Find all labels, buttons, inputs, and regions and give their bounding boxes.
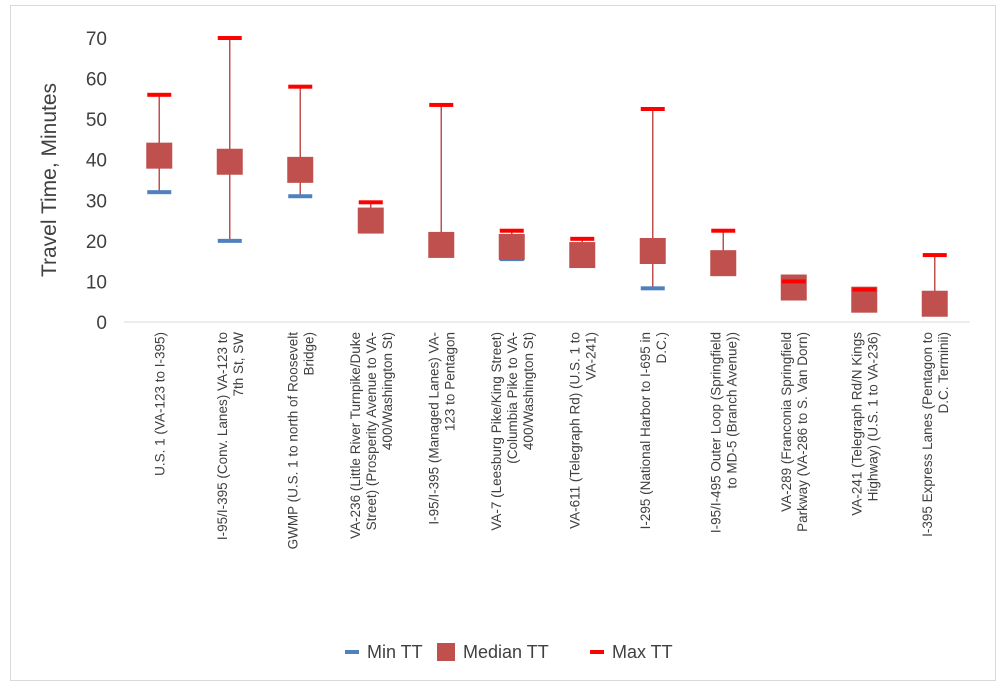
x-tick-label: VA-289 (Franconia Springfield Parkway (VA…: [779, 332, 810, 532]
x-tick-label: I-95/I-495 Outer Loop (Springfield to MD-…: [708, 332, 739, 533]
x-tick-label-line: VA-7 (Leesburg Pike/King Street): [489, 332, 504, 531]
x-axis-ticks: U.S. 1 (VA-123 to I-395) I-95/I-395 (Conv…: [152, 332, 951, 550]
x-tick-label-line: I-95/I-395 (Conv. Lanes) VA-123 to: [215, 332, 230, 540]
x-tick-label-line: I-95/I-395 (Managed Lanes) VA-: [426, 332, 441, 525]
median-tt-marker: [921, 290, 948, 317]
min-tt-marker: [288, 194, 313, 199]
x-tick-label-line: VA-241): [583, 332, 598, 381]
x-tick-label-line: (Columbia Pike to VA-: [505, 332, 520, 464]
median-tt-marker: [357, 207, 384, 234]
max-tt-marker: [781, 279, 806, 284]
median-tt-marker: [428, 231, 455, 258]
max-tt-marker: [711, 228, 736, 233]
legend-swatch: [345, 650, 359, 654]
x-tick-label-line: 123 to Pentagon: [442, 332, 457, 431]
legend-item: Min TT: [345, 642, 423, 662]
median-tt-marker: [569, 242, 596, 269]
max-tt-marker: [922, 253, 947, 258]
max-tt-marker: [640, 107, 665, 111]
x-tick-label: I-95/I-395 (Conv. Lanes) VA-123 to 7th St…: [215, 332, 246, 540]
median-tt-marker: [146, 142, 173, 169]
median-tt-marker: [780, 274, 807, 301]
data-marks: [146, 36, 948, 317]
y-tick-label: 70: [86, 29, 107, 50]
median-tt-marker: [498, 233, 525, 260]
x-tick-label: VA-241 (Telegraph Rd/N Kings Highway) (U.…: [849, 332, 880, 516]
median-tt-marker: [710, 250, 737, 277]
x-tick-label-line: Parkway (VA-286 to S. Van Dorn): [795, 332, 810, 532]
legend-item: Median TT: [437, 642, 549, 662]
x-tick-label: I-295 (National Harbor to I-695 in D.C.): [638, 332, 669, 529]
median-tt-marker: [287, 156, 314, 183]
x-tick-label-line: Bridge): [301, 332, 316, 376]
legend-swatch: [590, 650, 604, 654]
x-tick-label-line: VA-236 (Little River Turnpike/Duke: [348, 332, 363, 539]
y-tick-label: 40: [86, 151, 107, 172]
min-tt-marker: [147, 190, 172, 195]
y-tick-label: 60: [86, 70, 107, 91]
max-tt-marker: [358, 200, 383, 205]
x-tick-label-line: Street) (Prosperity Avenue to VA-: [364, 332, 379, 530]
x-tick-label-line: VA-611 (Telegraph Rd) (U.S. 1 to: [567, 332, 582, 529]
max-tt-marker: [429, 102, 454, 107]
x-tick-label-line: I-295 (National Harbor to I-695 in: [638, 332, 653, 529]
legend: Min TT Median TT Max TT: [345, 642, 673, 662]
legend-label: Median TT: [463, 642, 549, 662]
x-tick-label: GWMP (U.S. 1 to north of Roosevelt Bridge…: [285, 332, 316, 550]
y-tick-label: 10: [86, 272, 107, 293]
x-tick-label-line: U.S. 1 (VA-123 to I-395): [152, 332, 167, 476]
min-tt-marker: [640, 286, 665, 291]
x-tick-label: U.S. 1 (VA-123 to I-395): [152, 332, 167, 476]
median-tt-marker: [639, 238, 666, 264]
y-tick-label: 20: [86, 232, 107, 253]
legend-label: Max TT: [612, 642, 673, 662]
x-tick-label-line: I-95/I-495 Outer Loop (Springfield: [708, 332, 723, 533]
x-tick-label: I-395 Express Lanes (Pentagon to D.C. Ter…: [920, 332, 951, 537]
x-tick-label-line: 7th St, SW: [231, 332, 246, 397]
y-tick-label: 0: [96, 313, 107, 334]
max-tt-marker: [852, 287, 877, 292]
max-tt-marker: [570, 236, 595, 241]
whiskers: [158, 38, 936, 308]
median-tt-marker: [216, 148, 243, 175]
legend-swatch: [437, 643, 455, 661]
max-tt-marker: [147, 92, 172, 97]
x-tick-label-line: D.C.): [654, 332, 669, 364]
x-tick-label-line: D.C. Terminii): [936, 332, 951, 414]
x-tick-label: VA-236 (Little River Turnpike/Duke Street…: [348, 332, 395, 539]
x-tick-label: VA-611 (Telegraph Rd) (U.S. 1 to VA-241): [567, 332, 598, 529]
x-tick-label-line: Highway) (U.S. 1 to VA-236): [865, 332, 880, 501]
x-tick-label-line: VA-241 (Telegraph Rd/N Kings: [849, 332, 864, 516]
min-tt-marker: [217, 238, 242, 243]
max-tt-marker: [288, 84, 313, 89]
x-tick-label: I-95/I-395 (Managed Lanes) VA- 123 to Pen…: [426, 332, 457, 525]
y-tick-label: 50: [86, 110, 107, 131]
x-tick-label-line: I-395 Express Lanes (Pentagon to: [920, 332, 935, 537]
x-tick-label-line: GWMP (U.S. 1 to north of Roosevelt: [285, 332, 300, 550]
y-tick-label: 30: [86, 191, 107, 212]
x-tick-label: VA-7 (Leesburg Pike/King Street) (Columbi…: [489, 332, 536, 531]
x-tick-label-line: VA-289 (Franconia Springfield: [779, 332, 794, 512]
legend-item: Max TT: [590, 642, 673, 662]
y-axis-ticks: 0 10 20 30 40 50 60 70: [86, 29, 107, 334]
y-axis-title: Travel Time, Minutes: [38, 83, 61, 277]
max-tt-marker: [217, 36, 242, 40]
x-tick-label-line: to MD-5 (Branch Avenue)): [724, 332, 739, 489]
legend-label: Min TT: [367, 642, 423, 662]
chart-frame: [10, 5, 996, 681]
max-tt-marker: [499, 228, 524, 233]
x-tick-label-line: 400/Washington St): [521, 332, 536, 450]
x-tick-label-line: 400/Washington St): [380, 332, 395, 450]
